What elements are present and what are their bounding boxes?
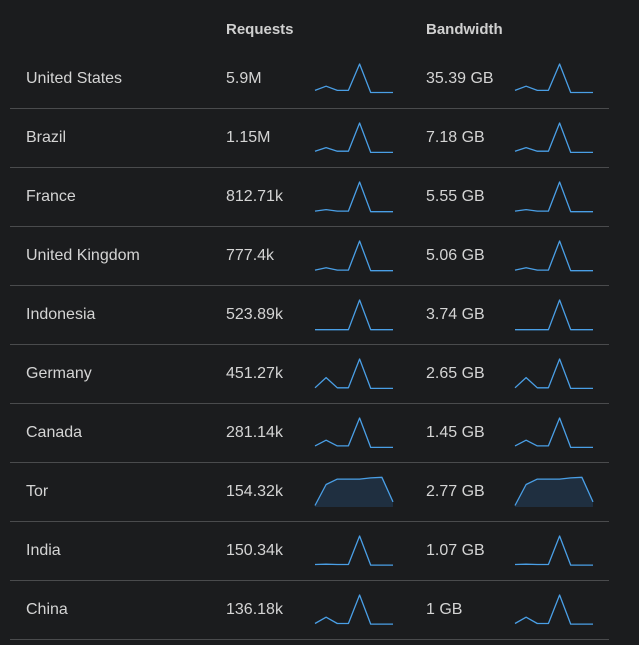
country-name: United Kingdom [26,247,140,264]
requests-sparkline-line [314,181,393,213]
requests-sparkline [314,181,393,213]
requests-sparkline-line [314,358,393,390]
requests-column-header[interactable]: Requests [226,21,294,38]
bandwidth-sparkline [514,240,593,272]
bandwidth-value: 1.07 GB [426,542,485,559]
requests-sparkline-line [314,535,393,566]
bandwidth-value: 5.06 GB [426,247,485,264]
table-row[interactable]: Canada 281.14k 1.45 GB [10,404,609,463]
bandwidth-value: 3.74 GB [426,306,485,323]
table-row[interactable]: Brazil 1.15M 7.18 GB [10,109,609,168]
table-header: Requests Bandwidth [10,0,609,50]
bandwidth-sparkline [514,476,594,507]
requests-sparkline-line [314,122,393,154]
country-traffic-table: Requests Bandwidth United States 5.9M 35.3… [10,0,609,640]
bandwidth-sparkline-line [514,594,593,625]
country-name: United States [26,70,123,87]
requests-sparkline [314,358,393,390]
bandwidth-sparkline [514,594,593,625]
country-name: Brazil [26,129,67,146]
requests-value: 136.18k [226,601,283,618]
bandwidth-value: 1 GB [426,601,463,618]
requests-sparkline [314,417,393,449]
bandwidth-value: 2.77 GB [426,483,485,500]
bandwidth-value: 2.65 GB [426,365,485,382]
requests-sparkline [314,535,393,566]
country-name: France [26,188,76,205]
bandwidth-column-header[interactable]: Bandwidth [426,21,503,38]
requests-sparkline [314,63,393,94]
country-name: Indonesia [26,306,96,323]
requests-sparkline-line [314,417,393,449]
table-row[interactable]: China 136.18k 1 GB [10,581,609,640]
requests-value: 523.89k [226,306,283,323]
bandwidth-sparkline [514,63,593,94]
bandwidth-sparkline [514,122,593,154]
requests-value: 451.27k [226,365,283,382]
requests-sparkline-line [314,594,393,625]
bandwidth-sparkline-line [514,476,594,506]
country-name: India [26,542,61,559]
bandwidth-value: 5.55 GB [426,188,485,205]
bandwidth-sparkline-line [514,122,593,154]
bandwidth-value: 1.45 GB [426,424,485,441]
bandwidth-sparkline-area [515,477,593,507]
requests-value: 777.4k [226,247,275,264]
requests-sparkline-line [314,63,393,94]
requests-sparkline-line [314,476,394,506]
bandwidth-sparkline-line [514,535,593,566]
requests-value: 150.34k [226,542,283,559]
requests-value: 812.71k [226,188,283,205]
requests-sparkline [314,476,394,507]
requests-value: 5.9M [226,70,262,87]
requests-sparkline-area [315,477,393,507]
requests-sparkline-line [315,299,393,331]
country-name: China [26,601,68,618]
table-row[interactable]: India 150.34k 1.07 GB [10,522,609,581]
bandwidth-sparkline [514,358,593,390]
requests-sparkline [314,122,393,154]
bandwidth-sparkline-line [514,63,593,94]
bandwidth-sparkline-line [514,417,593,449]
requests-value: 154.32k [226,483,283,500]
bandwidth-sparkline [514,535,593,566]
requests-value: 1.15M [226,129,271,146]
country-name: Canada [26,424,83,441]
table-row[interactable]: United States 5.9M 35.39 GB [10,50,609,109]
requests-sparkline [315,299,393,331]
table-row[interactable]: Germany 451.27k 2.65 GB [10,345,609,404]
bandwidth-sparkline-line [514,358,593,390]
country-name: Germany [26,365,92,382]
table-row[interactable]: Indonesia 523.89k 3.74 GB [10,286,609,345]
table-body: United States 5.9M 35.39 GB Brazil 1.15M 7.18… [10,50,609,640]
bandwidth-sparkline-line [514,181,593,213]
bandwidth-sparkline [515,299,593,331]
bandwidth-sparkline [514,181,593,213]
requests-sparkline [314,594,393,625]
bandwidth-value: 7.18 GB [426,129,485,146]
requests-sparkline-line [314,240,393,272]
bandwidth-sparkline-line [515,299,593,331]
table-row[interactable]: France 812.71k 5.55 GB [10,168,609,227]
bandwidth-value: 35.39 GB [426,70,494,87]
requests-value: 281.14k [226,424,283,441]
bandwidth-sparkline-line [514,240,593,272]
table-row[interactable]: Tor 154.32k 2.77 GB [10,463,609,522]
bandwidth-sparkline [514,417,593,449]
table-row[interactable]: United Kingdom 777.4k 5.06 GB [10,227,609,286]
requests-sparkline [314,240,393,272]
country-name: Tor [26,483,49,500]
